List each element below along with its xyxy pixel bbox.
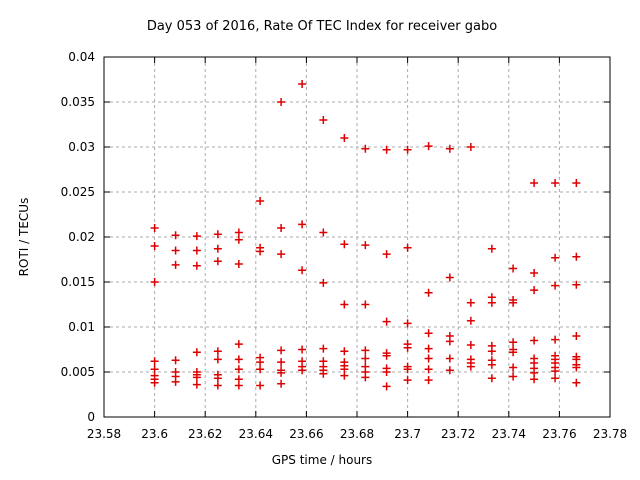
x-tick-label: 23.62	[188, 427, 222, 441]
x-tick-label: 23.58	[87, 427, 121, 441]
x-tick-label: 23.78	[593, 427, 627, 441]
data-point-markers	[150, 80, 581, 391]
y-tick-label: 0.035	[61, 95, 95, 109]
y-tick-label: 0.015	[61, 275, 95, 289]
y-tick-label: 0.02	[68, 230, 95, 244]
x-axis-label: GPS time / hours	[272, 453, 373, 467]
x-tick-label: 23.74	[492, 427, 526, 441]
plot-border	[103, 56, 611, 418]
x-tick-label: 23.68	[340, 427, 374, 441]
x-tick-label: 23.66	[289, 427, 323, 441]
x-tick-label: 23.72	[441, 427, 475, 441]
y-tick-label: 0.04	[68, 50, 95, 64]
x-tick-label: 23.7	[394, 427, 421, 441]
y-tick-label: 0.005	[61, 365, 95, 379]
x-tick-label: 23.76	[542, 427, 576, 441]
y-tick-label: 0	[87, 410, 95, 424]
x-tick-label: 23.6	[141, 427, 168, 441]
y-axis-label: ROTI / TECUs	[17, 198, 31, 277]
y-tick-label: 0.01	[68, 320, 95, 334]
chart-title: Day 053 of 2016, Rate Of TEC Index for r…	[147, 19, 497, 34]
x-tick-label: 23.64	[239, 427, 273, 441]
y-tick-label: 0.025	[61, 185, 95, 199]
y-tick-label: 0.03	[68, 140, 95, 154]
